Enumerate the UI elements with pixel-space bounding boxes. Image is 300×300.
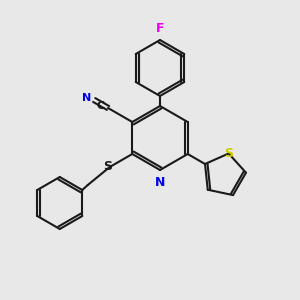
Text: N: N xyxy=(82,93,91,103)
Text: F: F xyxy=(156,22,164,35)
Text: N: N xyxy=(155,176,165,189)
Text: S: S xyxy=(103,160,112,172)
Text: C: C xyxy=(97,101,105,111)
Text: S: S xyxy=(224,147,233,160)
